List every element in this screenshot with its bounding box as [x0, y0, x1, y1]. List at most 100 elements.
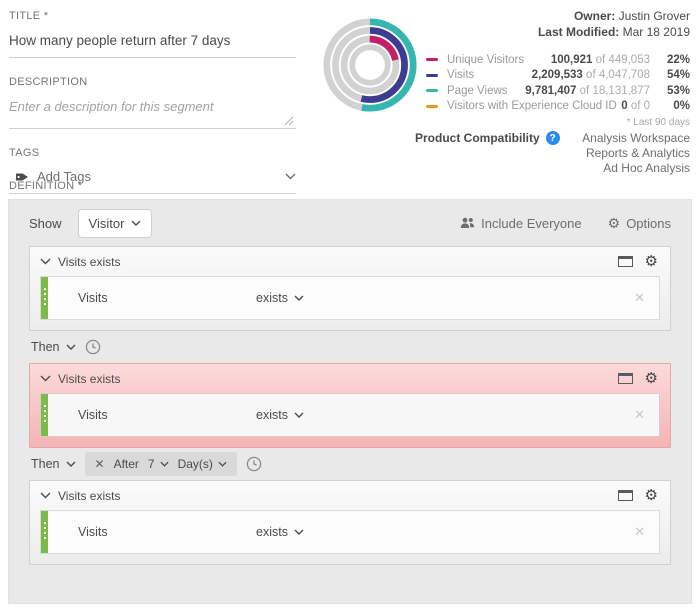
- metric-row-visits: Visits 2,209,533 of 4,047,708 54%: [426, 68, 690, 84]
- drag-handle[interactable]: [41, 394, 48, 436]
- last-90-days-note: * Last 90 days: [626, 117, 690, 128]
- metric-row-unique-visitors: Unique Visitors 100,921 of 449,053 22%: [426, 52, 690, 68]
- compatibility-list: Analysis Workspace Reports & Analytics A…: [560, 131, 690, 176]
- product-compatibility-label: Product Compatibility: [415, 131, 540, 145]
- operator-value: exists: [256, 291, 288, 305]
- remove-time-constraint-button[interactable]: ✕: [94, 457, 105, 471]
- show-visitor-dropdown[interactable]: Visitor: [77, 208, 153, 238]
- segment-container-2: Visits exists ⚙ Visits exists ✕: [29, 363, 671, 448]
- metric-row-ecid: Visitors with Experience Cloud ID 0 of 0…: [426, 99, 690, 115]
- show-visitor-value: Visitor: [88, 215, 125, 231]
- chevron-down-icon[interactable]: [40, 375, 51, 382]
- rule-dimension: Visits: [78, 291, 108, 305]
- chevron-down-icon: [160, 461, 169, 467]
- definition-label: DEFINITION *: [9, 180, 83, 192]
- help-icon[interactable]: ?: [545, 131, 560, 145]
- chevron-down-icon[interactable]: [40, 258, 51, 265]
- metric-percent: 0%: [673, 100, 690, 113]
- chevron-down-icon: [66, 344, 75, 350]
- metric-percent: 22%: [666, 53, 690, 66]
- chevron-down-icon: [294, 412, 304, 418]
- then-label-text: Then: [31, 340, 60, 354]
- time-constraint-icon[interactable]: [246, 456, 262, 472]
- gear-icon: ⚙: [607, 215, 621, 231]
- add-container-icon[interactable]: [617, 256, 633, 267]
- rule-row: Visits exists ✕: [40, 510, 660, 554]
- modified-label: Last Modified:: [537, 25, 620, 39]
- time-constraint-icon[interactable]: [85, 339, 101, 355]
- options-button[interactable]: ⚙ Options: [608, 216, 671, 231]
- operator-value: exists: [256, 408, 288, 422]
- owner-line: Owner: Justin Grover: [538, 8, 690, 24]
- segment-container-1: Visits exists ⚙ Visits exists ✕: [29, 246, 671, 331]
- drag-handle[interactable]: [41, 277, 48, 319]
- then-row-1: Then: [29, 331, 671, 363]
- rule-row: Visits exists ✕: [40, 276, 660, 320]
- metric-value: 0 of 0: [621, 100, 650, 113]
- container-header[interactable]: Visits exists ⚙: [30, 481, 670, 510]
- segment-preview-donut-chart: [323, 18, 417, 112]
- count-dropdown[interactable]: 7: [148, 457, 169, 471]
- rule-dimension: Visits: [78, 408, 108, 422]
- title-label: TITLE *: [9, 10, 49, 22]
- then-dropdown[interactable]: Then: [31, 340, 76, 354]
- metric-name: Unique Visitors: [447, 53, 525, 66]
- include-everyone-button[interactable]: Include Everyone: [460, 216, 582, 231]
- metric-value: 100,921 of 449,053: [550, 53, 650, 66]
- segment-form: TITLE * How many people return after 7 d…: [9, 10, 296, 212]
- people-icon: [460, 217, 475, 228]
- container-header[interactable]: Visits exists ⚙: [30, 364, 670, 393]
- title-input[interactable]: How many people return after 7 days: [9, 22, 296, 58]
- chevron-down-icon[interactable]: [285, 173, 296, 180]
- modified-line: Last Modified: Mar 18 2019: [538, 24, 690, 40]
- then-row-2: Then ✕ After 7 Day(s): [29, 448, 671, 480]
- remove-rule-button[interactable]: ✕: [634, 407, 645, 422]
- unit-dropdown[interactable]: Day(s): [178, 457, 227, 471]
- container-title: Visits exists: [58, 488, 121, 503]
- remove-rule-button[interactable]: ✕: [634, 524, 645, 539]
- metric-value: 9,781,407 of 18,131,877: [525, 84, 650, 97]
- definition-panel: Show Visitor Include Everyone ⚙ Options …: [8, 199, 692, 604]
- owner-value: Justin Grover: [618, 9, 690, 23]
- legend-color-swatch: [426, 104, 438, 108]
- metric-percent: 54%: [666, 69, 690, 82]
- container-title: Visits exists: [58, 254, 121, 269]
- compat-item: Ad Hoc Analysis: [603, 161, 690, 175]
- add-tags-control[interactable]: Add Tags: [9, 159, 296, 194]
- tags-field-group: TAGS Add Tags: [9, 147, 296, 194]
- modified-value: Mar 18 2019: [622, 25, 690, 39]
- description-field-group: DESCRIPTION Enter a description for this…: [9, 76, 296, 129]
- remove-rule-button[interactable]: ✕: [634, 290, 645, 305]
- container-header[interactable]: Visits exists ⚙: [30, 247, 670, 276]
- chevron-down-icon: [294, 295, 304, 301]
- chevron-down-icon: [218, 461, 227, 467]
- metric-percent: 53%: [666, 84, 690, 97]
- operator-dropdown[interactable]: exists: [256, 394, 304, 436]
- chevron-down-icon: [66, 461, 75, 467]
- compat-item: Analysis Workspace: [582, 131, 690, 145]
- tag-icon: [15, 170, 29, 184]
- operator-dropdown[interactable]: exists: [256, 277, 304, 319]
- container-title: Visits exists: [58, 371, 121, 386]
- resize-handle-icon[interactable]: [284, 116, 294, 126]
- then-label-text: Then: [31, 457, 60, 471]
- drag-handle[interactable]: [41, 511, 48, 553]
- then-dropdown[interactable]: Then: [31, 457, 76, 471]
- segment-meta: Owner: Justin Grover Last Modified: Mar …: [538, 8, 690, 40]
- add-container-icon[interactable]: [617, 373, 633, 384]
- operator-value: exists: [256, 525, 288, 539]
- container-gear-icon[interactable]: ⚙: [644, 487, 658, 504]
- add-container-icon[interactable]: [617, 490, 633, 501]
- legend-color-swatch: [426, 58, 438, 62]
- tags-label: TAGS: [9, 147, 40, 159]
- product-compatibility: Product Compatibility ? Analysis Workspa…: [415, 131, 690, 176]
- operator-dropdown[interactable]: exists: [256, 511, 304, 553]
- metric-row-page-views: Page Views 9,781,407 of 18,131,877 53%: [426, 83, 690, 99]
- chevron-down-icon[interactable]: [40, 492, 51, 499]
- metric-name: Visits: [447, 69, 475, 82]
- after-time-pill: ✕ After 7 Day(s): [84, 452, 237, 476]
- container-gear-icon[interactable]: ⚙: [644, 370, 658, 387]
- container-gear-icon[interactable]: ⚙: [644, 253, 658, 270]
- description-input[interactable]: Enter a description for this segment: [9, 88, 296, 129]
- rule-dimension: Visits: [78, 525, 108, 539]
